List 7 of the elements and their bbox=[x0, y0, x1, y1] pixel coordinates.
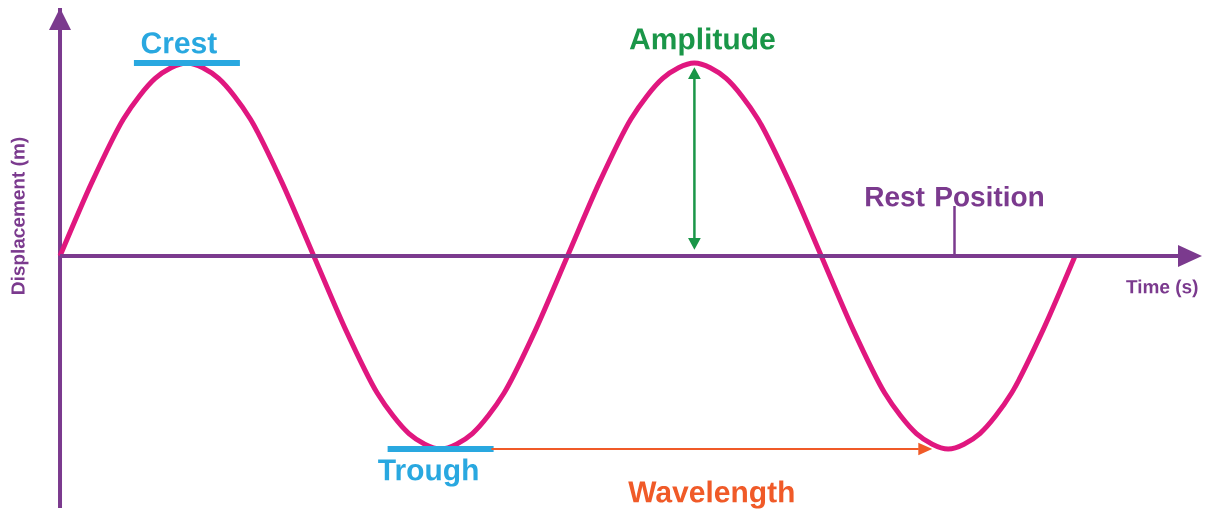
ref-line-label: Rest Position bbox=[866, 185, 1043, 207]
annotation: Amplitude bbox=[629, 27, 775, 56]
x-axis-title: Time (s) bbox=[1126, 279, 1198, 298]
annotation: Crest bbox=[141, 32, 217, 54]
annotation: Trough bbox=[378, 458, 478, 487]
text: Wavelength bbox=[628, 480, 794, 509]
y-axis-title: Displacement (m) bbox=[10, 137, 29, 294]
